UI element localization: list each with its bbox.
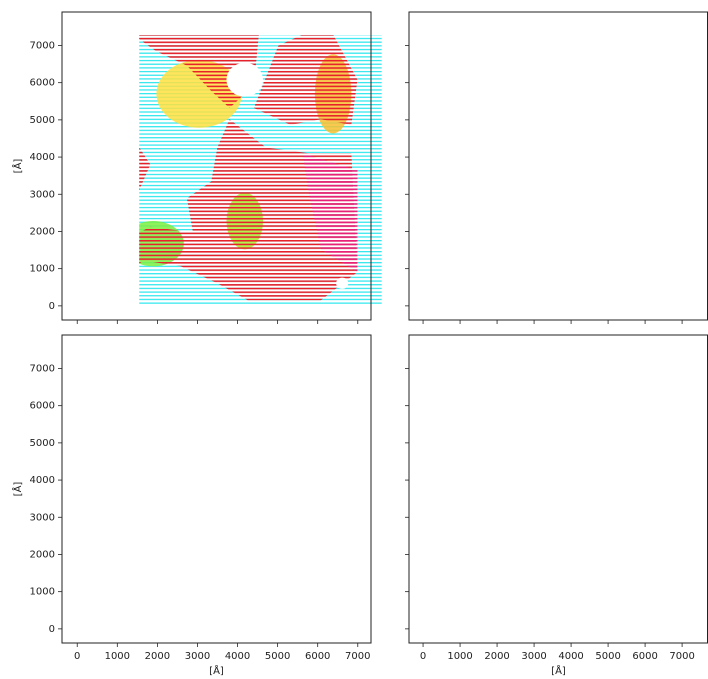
x-tick-label: 7000: [345, 651, 370, 662]
x-axis-label: [Å]: [551, 664, 566, 677]
vector-field: [423, 346, 705, 629]
x-tick-label: 0: [74, 651, 80, 662]
x-tick-label: 7000: [669, 651, 694, 662]
y-tick-label: 0: [49, 624, 55, 635]
vector-field: [423, 23, 705, 306]
y-axis-label: [Å]: [11, 482, 24, 497]
y-tick-label: 3000: [30, 189, 55, 200]
x-tick-label: 1000: [105, 651, 130, 662]
y-tick-label: 6000: [30, 401, 55, 412]
x-tick-label: 0: [420, 651, 426, 662]
y-tick-label: 5000: [30, 115, 55, 126]
y-tick-label: 2000: [30, 226, 55, 237]
y-tick-label: 7000: [30, 40, 55, 51]
vector-field: [77, 23, 371, 306]
x-tick-label: 4000: [558, 651, 583, 662]
x-tick-label: 5000: [265, 651, 290, 662]
axes-frame: [408, 334, 708, 644]
y-tick-label: 5000: [30, 438, 55, 449]
y-tick-label: 1000: [30, 587, 55, 598]
x-tick-label: 1000: [447, 651, 472, 662]
x-tick-label: 3000: [185, 651, 210, 662]
axes-frame: [61, 11, 372, 321]
y-tick-label: 7000: [30, 363, 55, 374]
x-tick-label: 2000: [145, 651, 170, 662]
x-tick-label: 4000: [225, 651, 250, 662]
y-tick-label: 4000: [30, 152, 55, 163]
y-tick-label: 1000: [30, 264, 55, 275]
y-tick-label: 6000: [30, 78, 55, 89]
y-tick-label: 0: [49, 301, 55, 312]
vector-field: [77, 346, 371, 629]
x-tick-label: 6000: [632, 651, 657, 662]
y-tick-label: 4000: [30, 475, 55, 486]
x-axis-label: [Å]: [209, 664, 224, 677]
axes-frame: [61, 334, 372, 644]
x-tick-label: 6000: [305, 651, 330, 662]
x-tick-label: 5000: [595, 651, 620, 662]
x-tick-label: 3000: [521, 651, 546, 662]
y-axis-label: [Å]: [11, 159, 24, 174]
x-tick-label: 2000: [484, 651, 509, 662]
y-tick-label: 2000: [30, 549, 55, 560]
axes-frame: [408, 11, 708, 321]
y-tick-label: 3000: [30, 512, 55, 523]
